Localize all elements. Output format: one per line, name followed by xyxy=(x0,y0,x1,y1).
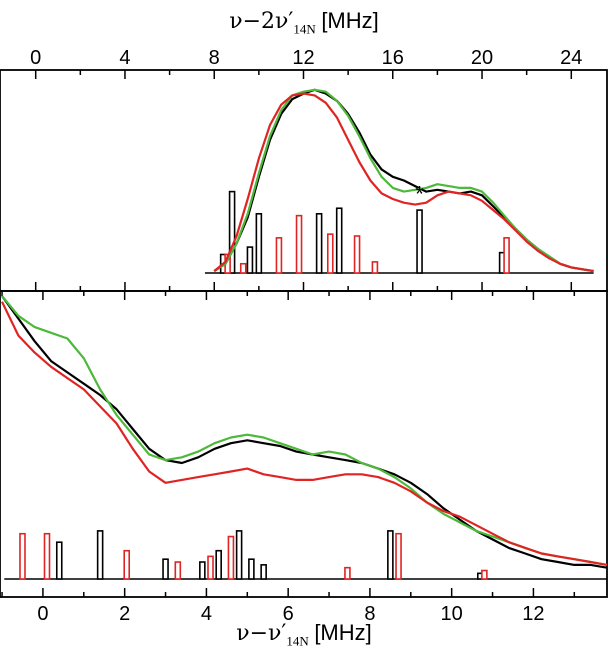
bottom-spectrum-line xyxy=(1,301,608,566)
bottom-stick xyxy=(344,566,351,580)
top-x-tick-label: 24 xyxy=(560,47,582,69)
bottom-panel: 0 2 4 6 8 10 12 xyxy=(0,290,608,625)
bottom-x-tick-labels: 0 2 4 6 8 10 12 xyxy=(37,603,544,625)
top-x-tick-label: 4 xyxy=(119,47,130,69)
top-stick xyxy=(353,235,361,274)
bottom-stick xyxy=(235,530,243,580)
bottom-stick xyxy=(215,549,222,580)
bottom-stick xyxy=(96,530,104,580)
top-x-tick-label: 20 xyxy=(471,47,493,69)
bottom-x-tick-label: 4 xyxy=(201,603,212,625)
top-panel-frame xyxy=(0,69,608,292)
top-x-tick-labels: 0 4 8 12 16 20 24 xyxy=(30,47,582,69)
top-stick xyxy=(255,213,263,274)
top-x-axis-title: ν−2ν′14N [MHz] xyxy=(0,8,608,37)
bottom-x-axis-title-symbol: ν−ν′ xyxy=(236,621,287,646)
top-x-axis-title-subscript: 14N xyxy=(293,21,316,37)
bottom-stick xyxy=(43,532,51,580)
top-stick xyxy=(228,190,236,274)
top-spectra-lines xyxy=(213,88,594,273)
bottom-x-tick-label: 0 xyxy=(37,603,48,625)
top-stick xyxy=(275,237,283,274)
top-x-tick-label: 12 xyxy=(292,47,314,69)
top-stick xyxy=(335,207,343,274)
top-stick xyxy=(239,262,247,274)
bottom-spectrum-line xyxy=(1,295,608,569)
bottom-x-axis-ticks xyxy=(1,291,576,597)
bottom-x-tick-label: 2 xyxy=(119,603,130,625)
top-spectrum-line xyxy=(213,88,594,273)
top-spectrum-line xyxy=(213,88,594,273)
top-stick xyxy=(295,214,303,274)
top-stick xyxy=(416,209,423,274)
bottom-stick xyxy=(55,541,63,580)
top-annotation-asterisk: * xyxy=(415,181,424,206)
top-stick xyxy=(371,261,379,274)
top-stick xyxy=(246,246,254,274)
top-x-axis-title-unit: [MHz] xyxy=(321,8,379,33)
bottom-x-axis-title-unit: [MHz] xyxy=(314,620,372,645)
top-stick xyxy=(503,237,510,274)
bottom-stick xyxy=(207,555,214,580)
bottom-x-tick-label: 8 xyxy=(364,603,375,625)
top-x-tick-label: 8 xyxy=(209,47,220,69)
bottom-stick xyxy=(395,532,402,580)
bottom-stick xyxy=(174,561,182,580)
top-stick xyxy=(315,213,323,274)
bottom-x-axis-title: ν−ν′14N [MHz] xyxy=(0,620,608,649)
bottom-stick xyxy=(260,564,267,580)
bottom-x-tick-label: 12 xyxy=(522,603,544,625)
bottom-stick xyxy=(123,549,131,580)
bottom-stick xyxy=(227,535,235,580)
bottom-panel-frame xyxy=(0,290,608,598)
bottom-stick xyxy=(248,558,255,580)
bottom-stick xyxy=(19,532,26,580)
top-x-tick-label: 16 xyxy=(382,47,404,69)
top-panel: 0 4 8 12 16 20 24 * xyxy=(0,47,608,292)
top-stick xyxy=(326,233,334,274)
top-x-axis-title-symbol: ν−2ν′ xyxy=(229,9,294,34)
bottom-stick xyxy=(387,530,394,580)
bottom-stick xyxy=(162,558,169,580)
top-stick-spectrum xyxy=(204,190,594,274)
top-x-tick-label: 0 xyxy=(30,47,41,69)
top-spectrum-line xyxy=(213,92,594,273)
bottom-stick xyxy=(199,561,206,580)
top-x-axis-ticks xyxy=(34,70,573,291)
bottom-x-tick-label: 6 xyxy=(283,603,294,625)
bottom-x-axis-title-subscript: 14N xyxy=(286,633,309,649)
bottom-x-tick-label: 10 xyxy=(441,603,463,625)
bottom-spectra-lines xyxy=(1,295,608,569)
bottom-spectrum-line xyxy=(1,295,608,566)
bottom-stick xyxy=(481,569,488,580)
bottom-stick-spectrum xyxy=(4,530,607,580)
